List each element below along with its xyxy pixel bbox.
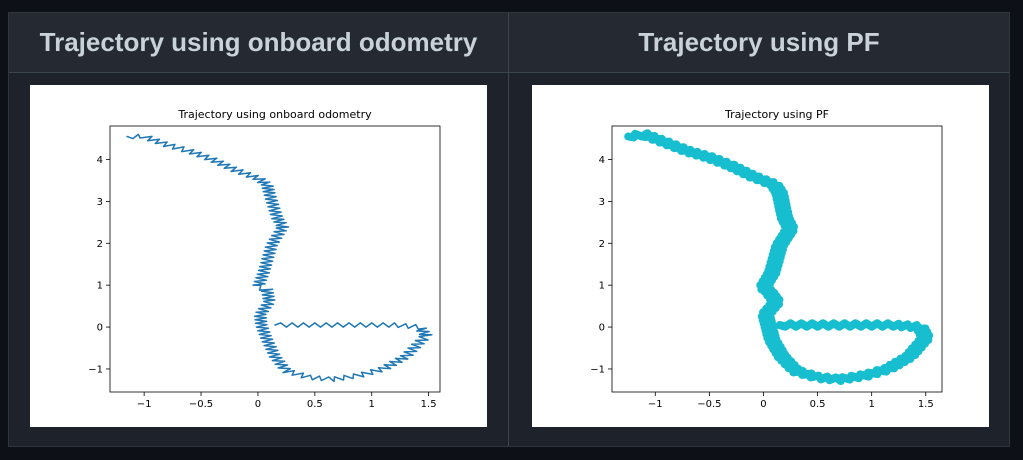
y-tick-label: −1	[88, 364, 103, 375]
x-tick-label: 0.5	[810, 399, 826, 410]
odometry-figure: Trajectory using onboard odometry −1 −0.5 0…	[30, 85, 487, 427]
y-tick-label: 0	[97, 323, 103, 334]
y-tick-label: 4	[599, 155, 605, 166]
x-tick-label: 1.5	[421, 399, 437, 410]
header-pf: Trajectory using PF	[509, 13, 1009, 73]
y-tick-label: 3	[97, 197, 103, 208]
y-tick-label: −1	[590, 364, 605, 375]
x-tick-label: −0.5	[189, 399, 213, 410]
y-tick-label: 1	[97, 281, 103, 292]
comparison-table: Trajectory using onboard odometry Trajec…	[8, 12, 1010, 447]
y-tick-label: 2	[97, 239, 103, 250]
pf-trajectory-chart: Trajectory using PF −1 −0.5 0 0.5 1 1.5 −1 0 1 2 3 4	[590, 108, 943, 410]
axes-frame	[611, 125, 943, 393]
axes-frame	[109, 125, 441, 393]
x-tick-label: 1	[369, 399, 375, 410]
y-tick-label: 1	[599, 281, 605, 292]
y-tick-label: 4	[97, 155, 103, 166]
x-tick-label: −1	[648, 399, 663, 410]
x-tick-label: −0.5	[697, 399, 721, 410]
x-tick-label: 0.5	[307, 399, 323, 410]
cell-odometry: Trajectory using onboard odometry −1 −0.5 0…	[9, 73, 509, 446]
x-tick-label: 0	[760, 399, 766, 410]
y-tick-label: 3	[599, 197, 605, 208]
pf-figure: Trajectory using PF −1 −0.5 0 0.5 1 1.5 −1 0 1 2 3 4	[532, 85, 989, 427]
y-tick-label: 2	[599, 239, 605, 250]
x-tick-label: −1	[137, 399, 152, 410]
chart-title: Trajectory using PF	[724, 108, 829, 121]
y-tick-label: 0	[599, 323, 605, 334]
odometry-trajectory-chart: Trajectory using onboard odometry −1 −0.5 0…	[88, 108, 441, 410]
x-tick-label: 1	[868, 399, 874, 410]
cell-pf: Trajectory using PF −1 −0.5 0 0.5 1 1.5 −1 0 1 2 3 4	[509, 73, 1009, 446]
header-odometry: Trajectory using onboard odometry	[9, 13, 509, 73]
x-tick-label: 1.5	[918, 399, 934, 410]
trajectory-line	[126, 133, 433, 383]
x-tick-label: 0	[255, 399, 261, 410]
chart-title: Trajectory using onboard odometry	[177, 108, 372, 121]
trajectory-line	[624, 129, 934, 385]
